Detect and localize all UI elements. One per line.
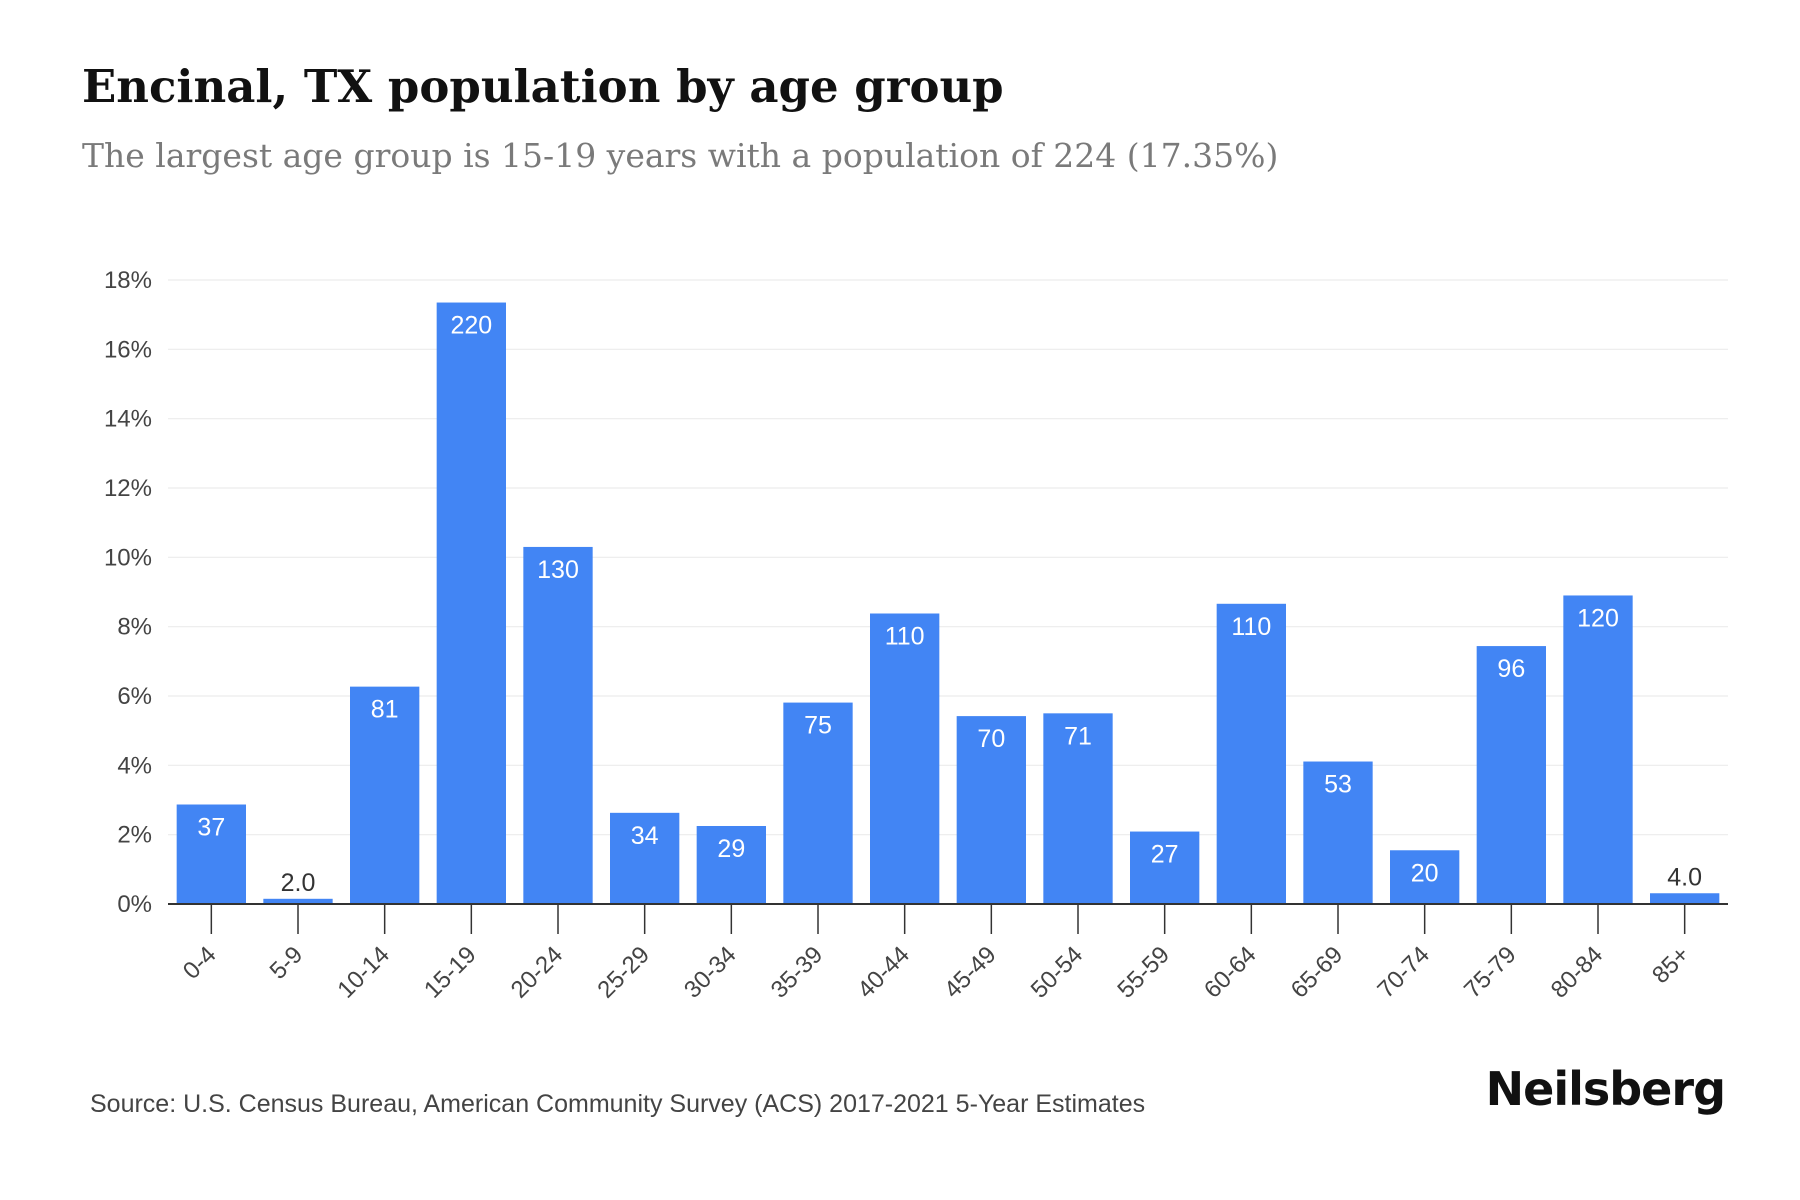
bar-value-label: 37 [197, 814, 225, 842]
y-tick-label: 10% [104, 544, 152, 571]
bar-chart: 0%2%4%6%8%10%12%14%16%18% 372.0812201303… [104, 267, 1728, 1004]
bar-value-label: 220 [450, 312, 492, 340]
bar-value-label: 70 [977, 725, 1005, 753]
bar-value-labels: 37 2.0 81 220 130 34 29 75 110 70 71 27 110 53 20 96 120… [197, 312, 1702, 897]
bar [1390, 850, 1460, 904]
bar-value-label: 4.0 [1667, 863, 1702, 891]
bar [783, 702, 853, 904]
y-tick-label: 6% [117, 683, 152, 710]
bars [176, 302, 1720, 904]
x-tick-label: 25-29 [592, 941, 655, 1004]
x-tick-label: 40-44 [852, 941, 915, 1004]
x-tick-label: 15-19 [419, 941, 482, 1004]
x-tick-label: 30-34 [679, 941, 742, 1004]
y-tick-label: 2% [117, 822, 152, 849]
x-tick-label: 20-24 [506, 941, 569, 1004]
bar [610, 812, 680, 904]
bar [523, 546, 593, 904]
bar [956, 716, 1026, 904]
x-tick-label: 35-39 [766, 941, 829, 1004]
bar-value-label: 110 [1231, 613, 1271, 641]
bar-value-label: 27 [1151, 841, 1179, 869]
bar-value-label: 53 [1324, 771, 1352, 799]
bar [1650, 893, 1720, 904]
bar [1476, 646, 1546, 904]
y-tick-label: 18% [104, 267, 152, 294]
bar-value-label: 110 [885, 622, 925, 650]
x-tick-label: 70-74 [1372, 941, 1435, 1004]
x-tick-label: 85+ [1647, 941, 1695, 989]
bar-value-label: 34 [631, 822, 659, 850]
x-tick-label: 60-64 [1199, 941, 1262, 1004]
bar-value-label: 2.0 [281, 869, 316, 897]
bar [1130, 831, 1200, 904]
x-tick-label: 45-49 [939, 941, 1002, 1004]
y-tick-label: 8% [117, 614, 152, 641]
bar [263, 898, 333, 904]
bar [1216, 603, 1286, 904]
x-tick-label: 50-54 [1026, 941, 1089, 1004]
bar [1563, 595, 1633, 904]
bar-value-label: 130 [537, 556, 579, 584]
chart-title: Encinal, TX population by age group [82, 60, 1004, 113]
bar-value-label: 20 [1411, 859, 1439, 887]
bar [176, 804, 246, 904]
source-note: Source: U.S. Census Bureau, American Com… [90, 1090, 1146, 1118]
bar-value-label: 120 [1577, 604, 1619, 632]
bar-value-label: 96 [1497, 655, 1525, 683]
x-tick-label: 75-79 [1459, 941, 1522, 1004]
brand-logo: Neilsberg [1485, 1062, 1726, 1116]
x-tick-label: 10-14 [332, 941, 395, 1004]
chart-subtitle: The largest age group is 15-19 years wit… [82, 136, 1279, 175]
x-tick-label: 80-84 [1546, 941, 1609, 1004]
bar [436, 302, 506, 904]
x-axis [168, 903, 1728, 934]
x-tick-label: 5-9 [265, 941, 309, 985]
y-tick-label: 4% [117, 752, 152, 779]
bar [1303, 761, 1373, 904]
bar-value-label: 75 [804, 712, 832, 740]
y-tick-label: 14% [104, 406, 152, 433]
x-axis-tick-labels: 0-4 5-9 10-14 15-19 20-24 25-29 30-34 35-39 40-4… [178, 941, 1695, 1004]
x-tick-label: 55-59 [1112, 941, 1175, 1004]
bar [870, 613, 940, 904]
bar-value-label: 29 [717, 835, 745, 863]
y-tick-label: 0% [117, 891, 152, 918]
bar-value-label: 71 [1064, 722, 1092, 750]
bar [350, 686, 420, 904]
y-tick-label: 12% [104, 475, 152, 502]
bar [1043, 713, 1113, 904]
x-tick-label: 0-4 [178, 941, 222, 985]
y-tick-label: 16% [104, 336, 152, 363]
x-tick-label: 65-69 [1286, 941, 1349, 1004]
bar [696, 826, 766, 904]
gridlines [168, 279, 1728, 836]
bar-value-label: 81 [371, 696, 399, 724]
y-axis-tick-labels: 0% 2% 4% 6% 8% 10% 12% 14% 16% 18% [104, 267, 152, 918]
